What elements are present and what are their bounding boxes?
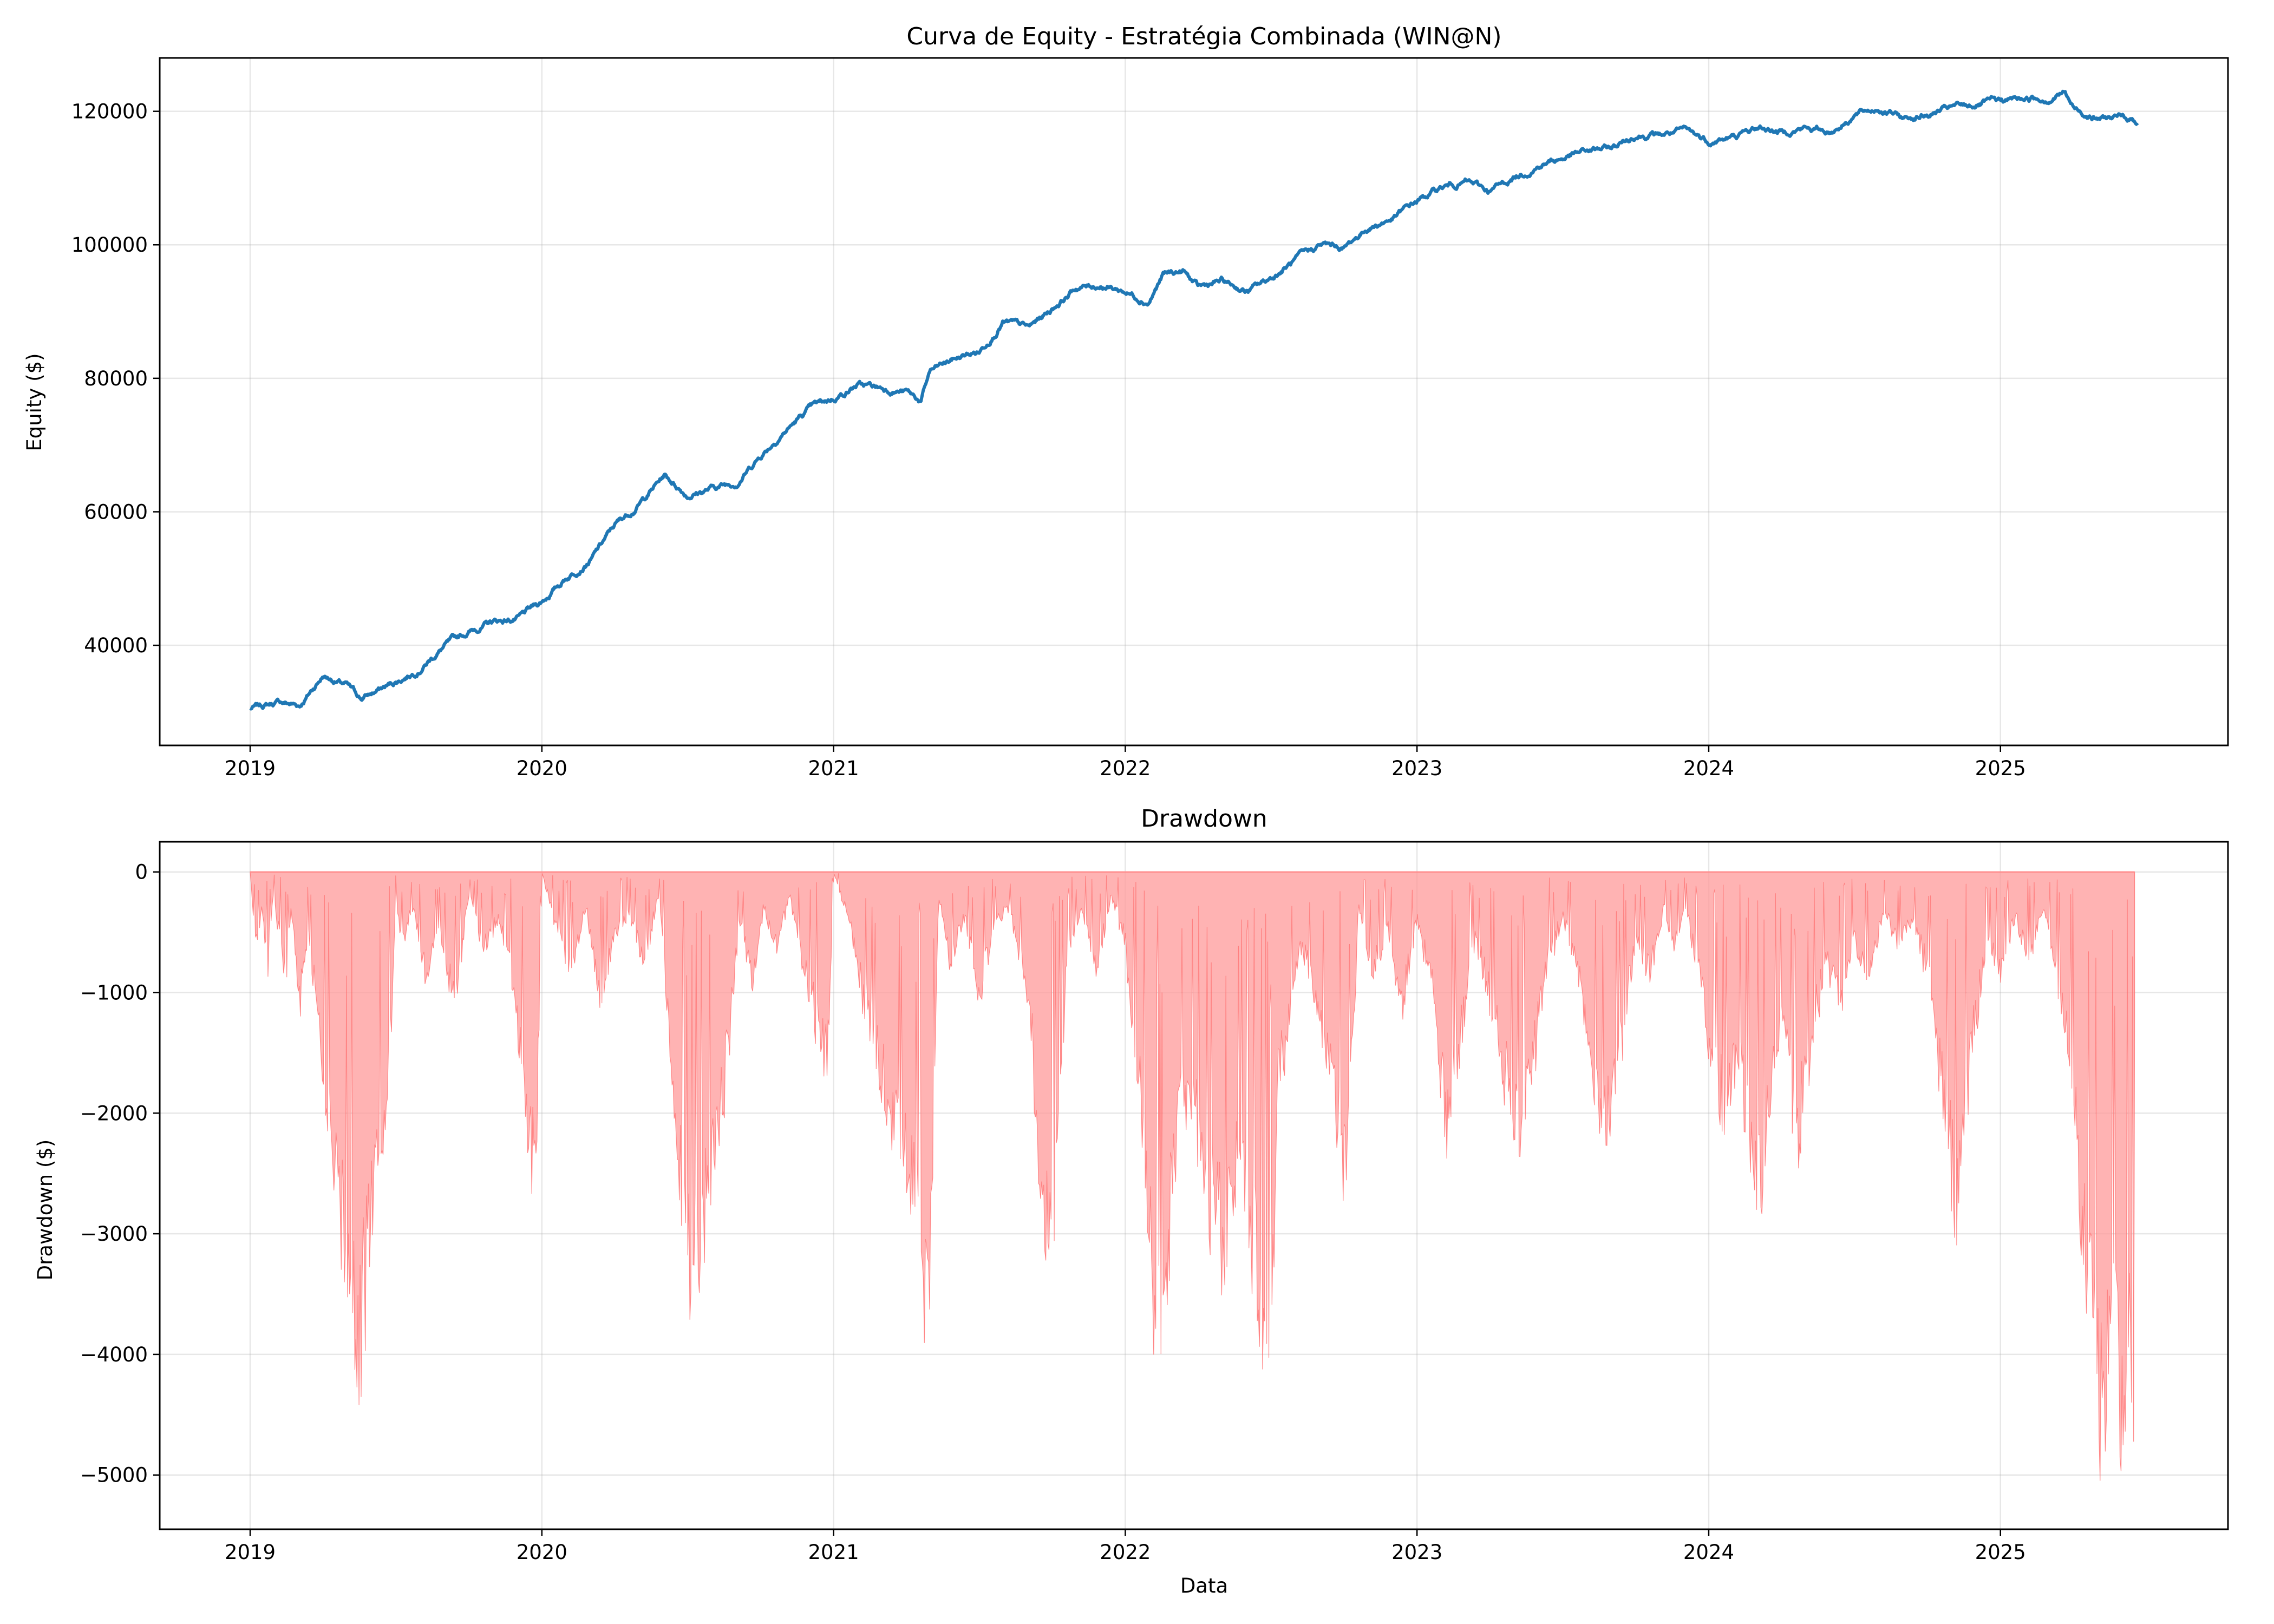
drawdown-y-tick-label: 0: [135, 861, 148, 884]
equity-x-tick-label: 2019: [225, 757, 276, 780]
equity-y-tick-label: 60000: [84, 500, 148, 523]
drawdown-y-tick-label: −3000: [80, 1222, 148, 1246]
drawdown-x-tick-label: 2021: [808, 1541, 859, 1564]
equity-y-tick-label: 80000: [84, 367, 148, 390]
equity-chart-title: Curva de Equity - Estratégia Combinada (…: [906, 23, 1501, 50]
equity-y-tick-label: 40000: [84, 634, 148, 657]
drawdown-chart-title: Drawdown: [1141, 805, 1267, 833]
equity-x-tick-label: 2025: [1975, 757, 2026, 780]
drawdown-x-tick-label: 2024: [1683, 1541, 1734, 1564]
drawdown-y-tick-label: −4000: [80, 1343, 148, 1366]
drawdown-y-tick-label: −2000: [80, 1102, 148, 1125]
equity-y-tick-label: 120000: [71, 100, 148, 123]
equity-x-tick-label: 2023: [1391, 757, 1442, 780]
drawdown-x-tick-label: 2023: [1391, 1541, 1442, 1564]
drawdown-x-tick-label: 2019: [225, 1541, 276, 1564]
drawdown-x-tick-label: 2025: [1975, 1541, 2026, 1564]
equity-y-axis-label: Equity ($): [23, 353, 46, 451]
equity-y-tick-label: 100000: [71, 233, 148, 257]
equity-x-tick-label: 2021: [808, 757, 859, 780]
equity-x-tick-label: 2020: [517, 757, 567, 780]
drawdown-x-axis-label: Data: [1180, 1574, 1228, 1597]
drawdown-y-tick-label: −1000: [80, 981, 148, 1005]
drawdown-y-tick-label: −5000: [80, 1464, 148, 1487]
equity-x-tick-label: 2022: [1100, 757, 1151, 780]
drawdown-y-axis-label: Drawdown ($): [34, 1140, 57, 1281]
drawdown-x-tick-label: 2020: [517, 1541, 567, 1564]
equity-x-tick-label: 2024: [1683, 757, 1734, 780]
drawdown-x-tick-label: 2022: [1100, 1541, 1151, 1564]
